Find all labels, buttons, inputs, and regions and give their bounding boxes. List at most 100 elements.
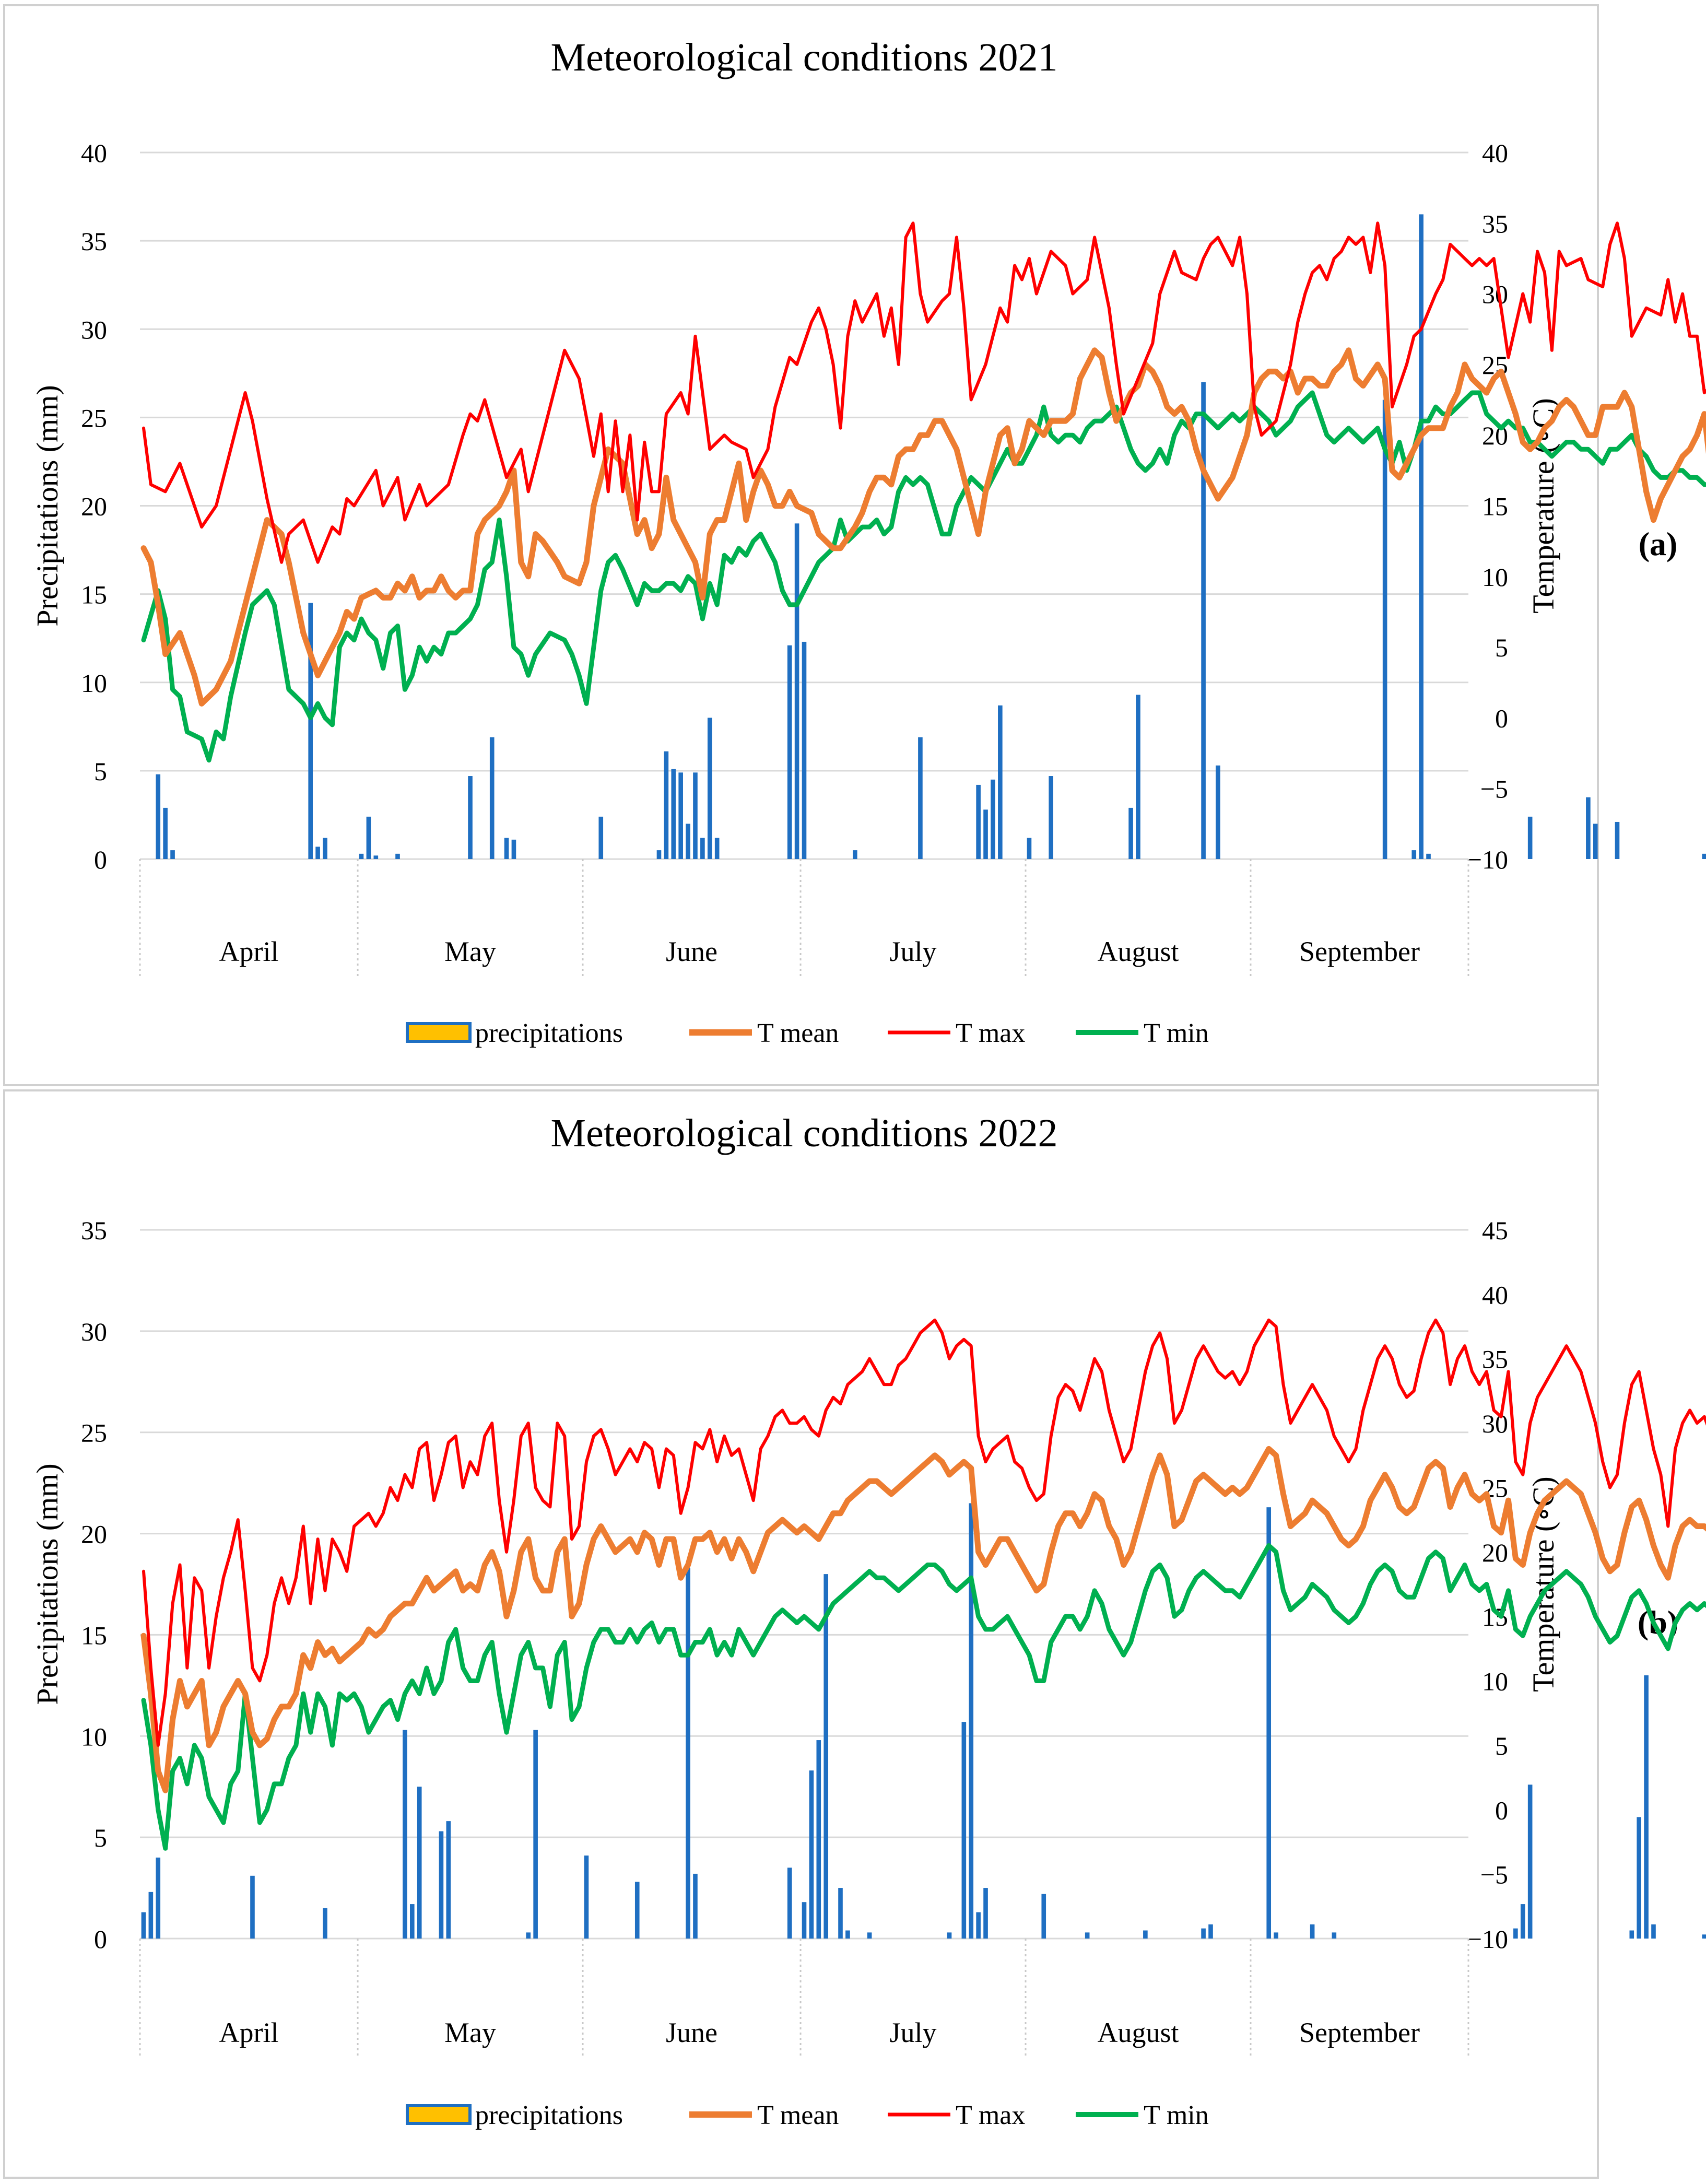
y-tick-label: 0 — [94, 845, 107, 874]
precip-bar — [163, 807, 168, 859]
month-label: May — [444, 2017, 496, 2048]
y2-tick-label: 45 — [1482, 1216, 1508, 1245]
precip-bar — [1128, 807, 1133, 859]
precip-bar — [446, 1821, 451, 1939]
y2-tick-label: 10 — [1482, 1667, 1508, 1696]
precip-bar — [359, 853, 364, 859]
y2-tick-label: 35 — [1482, 1345, 1508, 1374]
precip-bar — [1615, 821, 1620, 859]
precip-bar — [1049, 776, 1053, 859]
precip-bar — [1216, 765, 1220, 859]
y2-tick-label: 5 — [1495, 633, 1508, 662]
panel-frame — [3, 4, 1599, 1086]
y2-tick-label: −5 — [1480, 774, 1508, 804]
y2-tick-label: −10 — [1467, 1924, 1508, 1954]
month-label: May — [444, 936, 496, 967]
precip-bar — [1208, 1924, 1213, 1939]
precip-bar — [1382, 400, 1387, 859]
tmean-line — [140, 347, 1706, 707]
precip-bar — [802, 1902, 807, 1939]
precip-bar — [634, 1882, 640, 1939]
y2-tick-label: −5 — [1480, 1860, 1508, 1889]
precip-bar — [1411, 850, 1417, 859]
precip-bar — [403, 1730, 407, 1939]
chart-title: Meteorological conditions 2022 — [551, 1111, 1058, 1155]
precip-bar — [823, 1574, 829, 1939]
precip-bar — [816, 1740, 821, 1939]
precip-bar — [489, 737, 495, 859]
precip-bar — [1332, 1932, 1337, 1939]
y2-tick-label: 35 — [1482, 209, 1508, 238]
precip-bar — [976, 1912, 981, 1939]
month-label: September — [1299, 936, 1420, 967]
precip-bar — [693, 772, 698, 859]
y-tick-label: 10 — [81, 1722, 107, 1751]
precip-bar — [794, 523, 799, 859]
precip-bar — [656, 850, 662, 859]
chart-title: Meteorological conditions 2021 — [551, 36, 1058, 79]
precip-bar — [686, 824, 690, 859]
y-tick-label: 10 — [81, 668, 107, 698]
y-tick-label: 20 — [81, 1520, 107, 1549]
legend-precipitations-swatch — [406, 1022, 472, 1043]
y2-tick-label: 5 — [1495, 1731, 1508, 1760]
precip-bar — [315, 847, 320, 859]
precip-bar — [1637, 1817, 1641, 1939]
precip-bar — [1629, 1930, 1634, 1939]
y-tick-label: 15 — [81, 580, 107, 609]
tmin-line — [141, 390, 1706, 763]
precip-bar — [1644, 1675, 1649, 1939]
legend-tmax: T max — [956, 1018, 1025, 1048]
precip-bar — [468, 776, 473, 859]
precip-bar — [707, 718, 712, 859]
precip-bar — [991, 779, 995, 859]
precip-bar — [918, 737, 923, 859]
precip-bar — [867, 1932, 872, 1939]
y-tick-label: 15 — [81, 1621, 107, 1650]
precip-bar — [1586, 797, 1591, 859]
tmax-line — [142, 1318, 1706, 1747]
precip-bar — [961, 1722, 967, 1939]
precip-bar — [366, 816, 371, 859]
legend-tmean: T mean — [757, 2100, 839, 2130]
y-tick-label: 35 — [81, 227, 107, 256]
precip-bar — [1201, 382, 1206, 859]
precip-bar — [417, 1787, 422, 1939]
precip-bar — [1520, 1904, 1525, 1939]
legend-precipitations: precipitations — [475, 1018, 623, 1048]
precip-bar — [969, 1503, 974, 1939]
y2-tick-label: 40 — [1482, 138, 1508, 168]
precip-bar — [526, 1932, 531, 1939]
month-label: April — [219, 2017, 279, 2048]
precip-bar — [1419, 214, 1423, 860]
tmin-line — [141, 1543, 1706, 1851]
precip-bar — [511, 839, 516, 859]
precip-bar — [1266, 1507, 1272, 1939]
legend-tmin: T min — [1144, 2100, 1209, 2130]
month-label: July — [890, 2017, 937, 2048]
precip-bar — [947, 1932, 952, 1939]
y2-tick-label: −10 — [1467, 845, 1508, 874]
y-tick-label: 35 — [81, 1216, 107, 1245]
precip-bar — [1702, 1934, 1706, 1939]
legend: precipitations T mean T max T min — [406, 2100, 1209, 2130]
precip-bar — [410, 1904, 415, 1939]
month-label: September — [1299, 2017, 1420, 2048]
panel-label: (a) — [1639, 525, 1678, 562]
precip-bar — [439, 1831, 444, 1939]
precip-bar — [700, 838, 705, 859]
y-tick-label: 30 — [81, 1317, 107, 1346]
y2-tick-label: 10 — [1482, 562, 1508, 592]
month-label: June — [666, 2017, 717, 2048]
precip-bar — [983, 809, 988, 859]
y2-tick-label: 0 — [1495, 1795, 1508, 1825]
precip-bar — [693, 1873, 698, 1939]
precip-bar — [1527, 816, 1533, 859]
precip-bar — [787, 645, 792, 859]
precip-bar — [1426, 853, 1431, 859]
precip-bar — [838, 1888, 843, 1939]
precip-bar — [845, 1930, 850, 1939]
legend-tmin: T min — [1144, 1018, 1209, 1048]
precip-bar — [1702, 853, 1706, 859]
legend-tmean: T mean — [757, 1018, 839, 1048]
